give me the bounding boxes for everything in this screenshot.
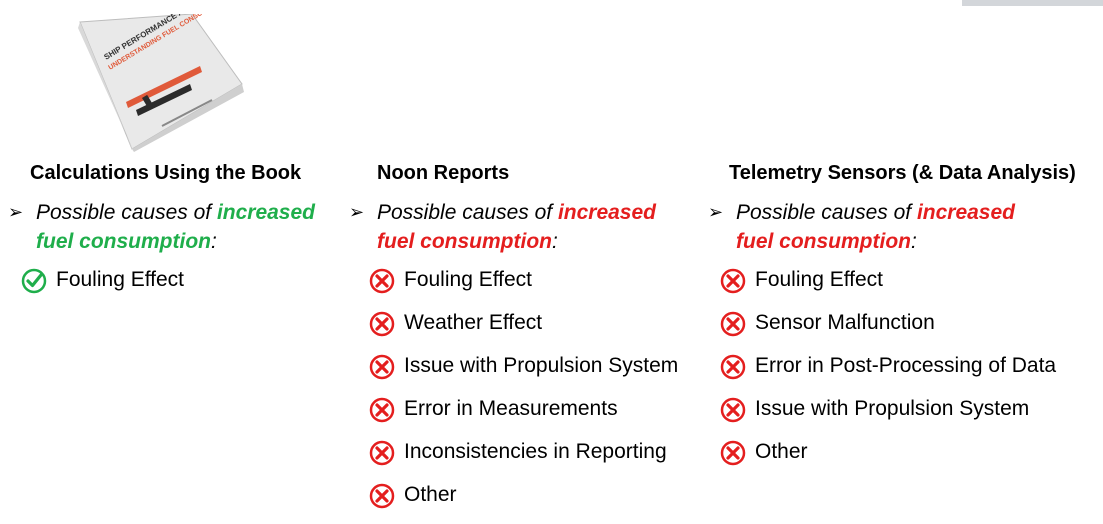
x-circle-icon: [369, 268, 395, 294]
x-circle-icon: [369, 354, 395, 380]
book-cover-image: SHIP PERFORMANCE ASSESSMENT UNDERSTANDIN…: [78, 14, 244, 152]
cause-highlight-2: fuel consumption: [377, 230, 552, 253]
item-label: Issue with Propulsion System: [755, 397, 1030, 420]
check-circle-icon: [21, 268, 47, 294]
column-noon-reports: Noon Reports ➢ Possible causes of increa…: [349, 160, 678, 509]
x-circle-icon: [720, 311, 746, 337]
item-label: Error in Measurements: [404, 397, 618, 420]
item-label: Weather Effect: [404, 311, 543, 334]
x-circle-icon: [369, 311, 395, 337]
item-label: Fouling Effect: [755, 268, 884, 291]
x-circle-icon: [720, 397, 746, 423]
item-label: Fouling Effect: [404, 268, 533, 291]
cause-highlight: increased: [216, 201, 315, 224]
arrow-bullet-icon: ➢: [708, 202, 724, 222]
x-circle-icon: [369, 440, 395, 466]
cause-suffix: :: [211, 230, 217, 253]
x-circle-icon: [720, 354, 746, 380]
column-title: Telemetry Sensors (& Data Analysis): [729, 162, 1076, 184]
book-author-line: [161, 99, 213, 127]
x-circle-icon: [720, 268, 746, 294]
cause-highlight: increased: [557, 201, 656, 224]
cause-prefix: Possible causes of: [36, 201, 217, 224]
cause-highlight-2: fuel consumption: [736, 230, 911, 253]
book-ship-shape: [136, 84, 192, 116]
arrow-bullet-icon: ➢: [349, 202, 365, 222]
cause-prefix: Possible causes of: [736, 201, 917, 224]
x-circle-icon: [720, 440, 746, 466]
item-label: Other: [755, 440, 808, 463]
cause-highlight-2: fuel consumption: [36, 230, 211, 253]
column-title: Noon Reports: [377, 162, 510, 184]
cause-highlight: increased: [916, 201, 1015, 224]
item-label: Error in Post-Processing of Data: [755, 354, 1057, 377]
arrow-bullet-icon: ➢: [8, 202, 24, 222]
item-label: Other: [404, 483, 457, 506]
item-label: Fouling Effect: [56, 268, 185, 291]
x-circle-icon: [369, 397, 395, 423]
column-telemetry-sensors: Telemetry Sensors (& Data Analysis) ➢ Po…: [708, 160, 1076, 466]
cause-suffix: :: [911, 230, 917, 253]
item-label: Sensor Malfunction: [755, 311, 935, 334]
x-circle-icon: [369, 483, 395, 509]
cause-prefix: Possible causes of: [377, 201, 558, 224]
item-label: Issue with Propulsion System: [404, 354, 679, 377]
column-book-calculations: Calculations Using the Book ➢ Possible c…: [8, 160, 315, 294]
column-title: Calculations Using the Book: [30, 162, 302, 184]
item-label: Inconsistencies in Reporting: [404, 440, 667, 463]
cause-suffix: :: [552, 230, 558, 253]
corner-bar: [962, 0, 1103, 6]
